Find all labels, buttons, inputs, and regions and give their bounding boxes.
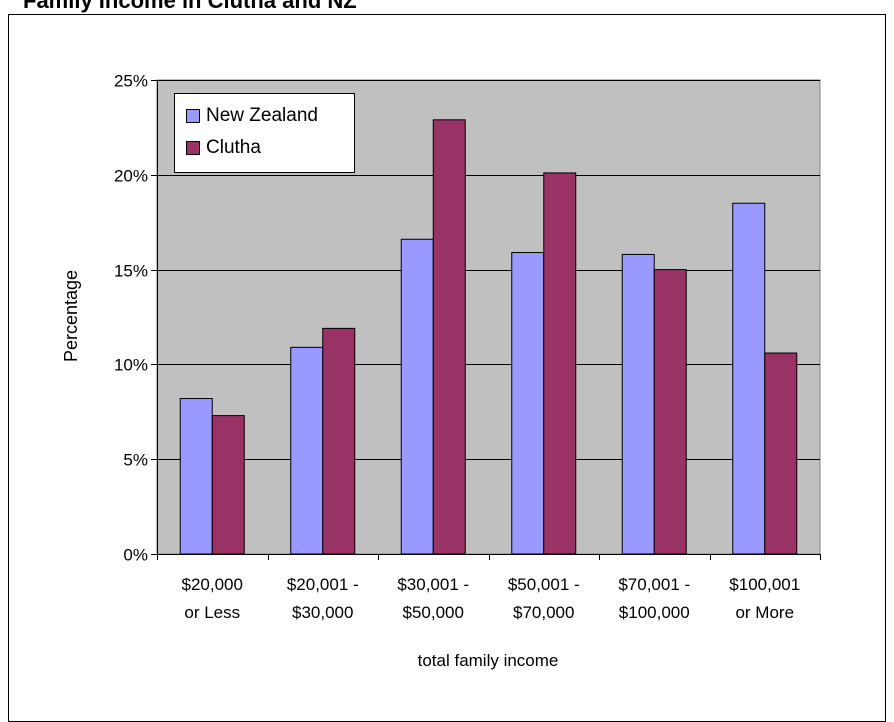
bar-clutha [543, 172, 577, 555]
x-tick-label: $50,000 [403, 603, 464, 622]
y-tick-label: 5% [123, 451, 148, 470]
legend-item-new-zealand: New Zealand [186, 104, 318, 128]
bar-clutha [432, 119, 466, 555]
y-tick-label: 0% [123, 546, 148, 565]
y-tick-label: 25% [114, 72, 148, 91]
x-tick-label: $30,001 - [397, 575, 469, 594]
bar-clutha [211, 415, 245, 555]
y-axis-title: Percentage [61, 270, 81, 362]
y-tick-label: 20% [114, 167, 148, 186]
legend-swatch-clutha [186, 141, 200, 155]
x-tick-label: $70,001 - [618, 575, 690, 594]
bar-new-zealand [400, 238, 434, 555]
bar-clutha [653, 269, 687, 555]
y-tick-label: 15% [114, 262, 148, 281]
x-tick-label: $20,001 - [287, 575, 359, 594]
x-tick-label: $100,001 [729, 575, 800, 594]
bar-new-zealand [621, 253, 655, 555]
x-tick-label: $70,000 [513, 603, 574, 622]
bar-new-zealand [290, 346, 324, 555]
chart-title: Family Income in Clutha and NZ [23, 0, 357, 13]
bar-clutha [764, 352, 798, 555]
bar-new-zealand [179, 398, 213, 555]
x-tick-label: or More [735, 603, 794, 622]
x-tick-label: $30,000 [292, 603, 353, 622]
legend-label: New Zealand [206, 105, 318, 126]
legend-label: Clutha [206, 137, 261, 158]
x-tick-label: or Less [184, 603, 240, 622]
bar-new-zealand [511, 252, 545, 555]
y-tick-label: 10% [114, 356, 148, 375]
x-axis-title: total family income [418, 651, 559, 670]
x-tick-label: $20,000 [182, 575, 243, 594]
x-tick-label: $100,000 [619, 603, 690, 622]
bar-new-zealand [732, 202, 766, 555]
legend: New Zealand Clutha [174, 93, 355, 173]
legend-item-clutha: Clutha [186, 136, 261, 160]
legend-swatch-new-zealand [186, 109, 200, 123]
x-tick-label: $50,001 - [508, 575, 580, 594]
bar-clutha [322, 327, 356, 555]
